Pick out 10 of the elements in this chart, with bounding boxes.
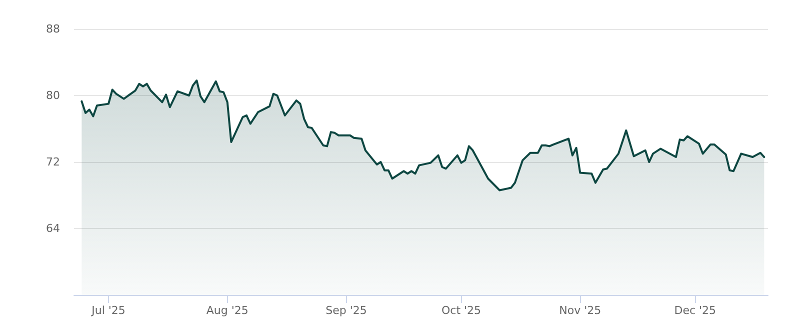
x-tick-label: Oct '25 (441, 304, 482, 317)
x-tick-label: Sep '25 (326, 304, 367, 317)
y-tick-label: 64 (46, 222, 60, 235)
y-tick-label: 80 (46, 89, 60, 102)
x-tick-label: Nov '25 (559, 304, 602, 317)
x-tick-label: Aug '25 (206, 304, 248, 317)
x-tick-label: Jul '25 (90, 304, 126, 317)
x-tick-label: Dec '25 (674, 304, 716, 317)
y-tick-label: 72 (46, 156, 60, 168)
y-tick-label: 88 (46, 22, 60, 36)
